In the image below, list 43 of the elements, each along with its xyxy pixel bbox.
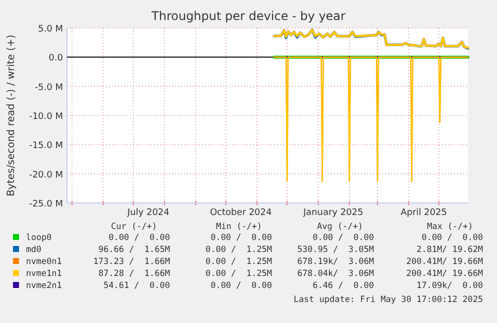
x-tick-label: January 2025 <box>302 208 364 218</box>
text: Last update: Fri May 30 17:00:12 2025 <box>294 295 483 305</box>
x-tick-label: April 2025 <box>400 208 447 218</box>
text: 0.00 / 0.00 <box>108 233 170 243</box>
text: 54.61 / 0.00 <box>103 281 170 291</box>
x-tick-label: July 2024 <box>126 208 170 218</box>
legend-label: loop0 <box>26 233 52 243</box>
legend-label: nvme2n1 <box>26 281 62 291</box>
text: 530.95 / 3.05M <box>297 245 374 255</box>
y-tick-label: 5.0 M <box>38 24 63 34</box>
y-tick-label: -10.0 M <box>29 112 63 122</box>
text: Avg (-/+) <box>316 222 364 232</box>
y-tick-label: 0.0 <box>48 54 64 64</box>
text: 0.00 / 1.25M <box>205 269 272 279</box>
text: 0.00 / 1.25M <box>205 245 272 255</box>
text: 2.81M/ 19.62M <box>416 245 483 255</box>
text: Max (-/+) <box>426 222 474 232</box>
y-tick-label: -15.0 M <box>29 141 63 152</box>
text: 0.00 / 1.25M <box>205 257 272 267</box>
text: 200.41M/ 19.66M <box>406 269 483 279</box>
legend-label: nvme0n1 <box>26 257 62 267</box>
text: 0.00 / 0.00 <box>422 233 483 243</box>
legend-label: md0 <box>26 245 42 255</box>
legend-label: nvme1n1 <box>26 269 62 279</box>
text: 0.00 / 0.00 <box>210 233 272 243</box>
text: Cur (-/+) <box>110 222 158 232</box>
chart-title: Throughput per device - by year <box>150 9 346 23</box>
text: 0.00 / 0.00 <box>312 233 374 243</box>
text: 87.28 / 1.66M <box>98 269 170 279</box>
text: 6.46 / 0.00 <box>312 281 374 291</box>
text: Min (-/+) <box>216 222 262 232</box>
text: 678.04k/ 3.06M <box>297 269 374 279</box>
text: 96.66 / 1.65M <box>98 245 170 255</box>
x-tick-label: October 2024 <box>210 208 272 218</box>
text: 0.00 / 0.00 <box>210 281 272 291</box>
y-tick-label: -5.0 M <box>34 82 63 93</box>
text: 17.09k/ 0.00 <box>416 281 483 291</box>
y-axis-title: Bytes/second read (-) / write (+) <box>6 34 17 196</box>
y-tick-label: -20.0 M <box>29 170 63 180</box>
y-tick-label: -25.0 M <box>29 200 63 210</box>
text: 200.41M/ 19.66M <box>406 257 483 267</box>
text: 173.23 / 1.66M <box>93 257 170 267</box>
text: 678.19k/ 3.06M <box>297 257 374 267</box>
